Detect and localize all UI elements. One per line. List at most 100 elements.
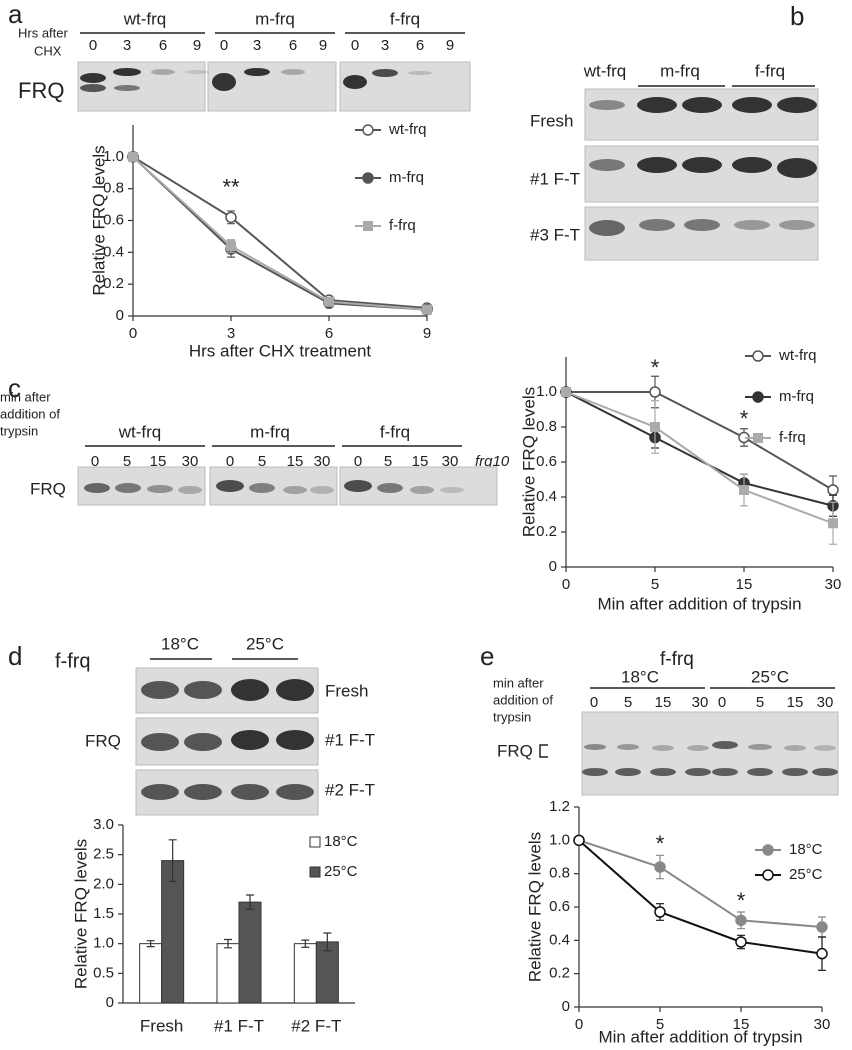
error-bar (168, 839, 177, 882)
point (827, 484, 839, 496)
row-label: FRQ (85, 731, 121, 750)
panel-letter: d (8, 641, 22, 671)
row-label: Fresh (325, 681, 368, 700)
lane-label: 5 (624, 694, 632, 711)
band (244, 68, 270, 76)
point (225, 211, 237, 224)
band (80, 84, 106, 92)
group: wt-frq (118, 422, 162, 441)
header: min after (493, 675, 544, 690)
x-tick-label: 0 (562, 576, 570, 593)
lane-label: 6 (159, 37, 167, 54)
lane-label: 15 (787, 694, 804, 711)
legend-label: 25°C (324, 863, 358, 880)
x-tick-label: 5 (656, 1016, 664, 1033)
header: addition of (0, 406, 60, 421)
x-tick-label: 9 (423, 325, 431, 342)
group: 18°C (161, 634, 199, 653)
blot-d: f-frq 18°C 25°C Fresh #1 F-T #2 F-T FRQ (55, 634, 375, 816)
lane-label: 30 (182, 453, 199, 470)
band (114, 85, 140, 91)
lane-label: 0 (89, 37, 97, 54)
group: wt-frq (123, 9, 167, 28)
bar (293, 943, 317, 1004)
lane-label: 15 (655, 694, 672, 711)
point (828, 518, 838, 529)
bar (238, 901, 262, 1004)
strain: f-frq (55, 650, 91, 672)
group: wt-frq (583, 61, 627, 80)
error-bar (323, 932, 332, 952)
group: 25°C (751, 667, 789, 686)
series-line (578, 839, 823, 955)
point (324, 296, 334, 307)
y-tick-label: 0.6 (103, 211, 124, 228)
y-tick-label: 0.4 (103, 243, 124, 260)
blot-e: min after addition of trypsin f-frq 18°C… (493, 649, 839, 796)
x-tick-label: #1 F-T (214, 1016, 264, 1035)
blot-a: Hrs after CHX wt-frq m-frq f-frq FRQ (18, 9, 471, 112)
point (573, 834, 585, 847)
header: min after (0, 389, 51, 404)
annotation: ** (222, 174, 240, 199)
point (654, 906, 666, 918)
annotation: * (656, 831, 665, 856)
y-axis-label: Relative FRQ levels (89, 145, 108, 295)
x-tick-label: 15 (733, 1016, 750, 1033)
y-tick-label: 0.2 (103, 275, 124, 292)
x-tick-label: 30 (814, 1016, 831, 1033)
band (151, 69, 175, 75)
legend-label: wt-frq (388, 121, 427, 138)
y-tick-label: 0 (549, 558, 557, 575)
band (343, 75, 367, 89)
x-tick-label: #2 F-T (291, 1016, 341, 1035)
row-label: #2 F-T (325, 780, 375, 799)
point (226, 240, 236, 251)
x-axis-label: Min after addition of trypsin (597, 594, 801, 613)
strain: f-frq (660, 649, 694, 670)
x-axis-label: Min after addition of trypsin (598, 1027, 802, 1046)
legend-label: 18°C (789, 841, 823, 858)
lane-label: 30 (692, 694, 709, 711)
series-line (132, 156, 428, 311)
y-tick-label: 1.0 (536, 383, 557, 400)
point (561, 387, 571, 397)
y-tick-label: 0.6 (536, 453, 557, 470)
series-line (566, 391, 834, 491)
blot (584, 88, 819, 141)
series-line (132, 156, 428, 311)
legend-label: m-frq (779, 388, 814, 405)
y-tick-label: 0.2 (549, 965, 570, 982)
lane-label: 0 (351, 37, 359, 54)
legend-swatch (309, 836, 321, 848)
row-label: Fresh (530, 111, 573, 130)
panel-letter: b (790, 1, 804, 31)
error-bar (224, 938, 232, 949)
group: f-frq (390, 9, 420, 28)
y-tick-label: 0.4 (536, 488, 557, 505)
blot-c: min after addition of trypsin wt-frq m-f… (0, 389, 510, 506)
x-tick-label: 5 (651, 576, 659, 593)
band (281, 69, 305, 75)
legend-label: wt-frq (778, 347, 817, 364)
y-tick-label: 1.2 (549, 798, 570, 815)
lane-label: 3 (123, 37, 131, 54)
legend-marker (752, 350, 764, 362)
lane-label: 15 (150, 453, 167, 470)
legend-marker (762, 869, 774, 881)
point (650, 422, 660, 432)
legend-label: m-frq (389, 169, 424, 186)
bar (139, 943, 163, 1004)
lane-label: 3 (381, 37, 389, 54)
legend-marker (362, 172, 374, 184)
header: trypsin (493, 709, 531, 724)
band (408, 71, 432, 75)
group: 18°C (621, 667, 659, 686)
lane-label: 0 (718, 694, 726, 711)
bracket (539, 744, 548, 758)
point (128, 151, 138, 162)
group: m-frq (255, 9, 295, 28)
legend-label: 25°C (789, 866, 823, 883)
header: CHX (34, 43, 62, 58)
